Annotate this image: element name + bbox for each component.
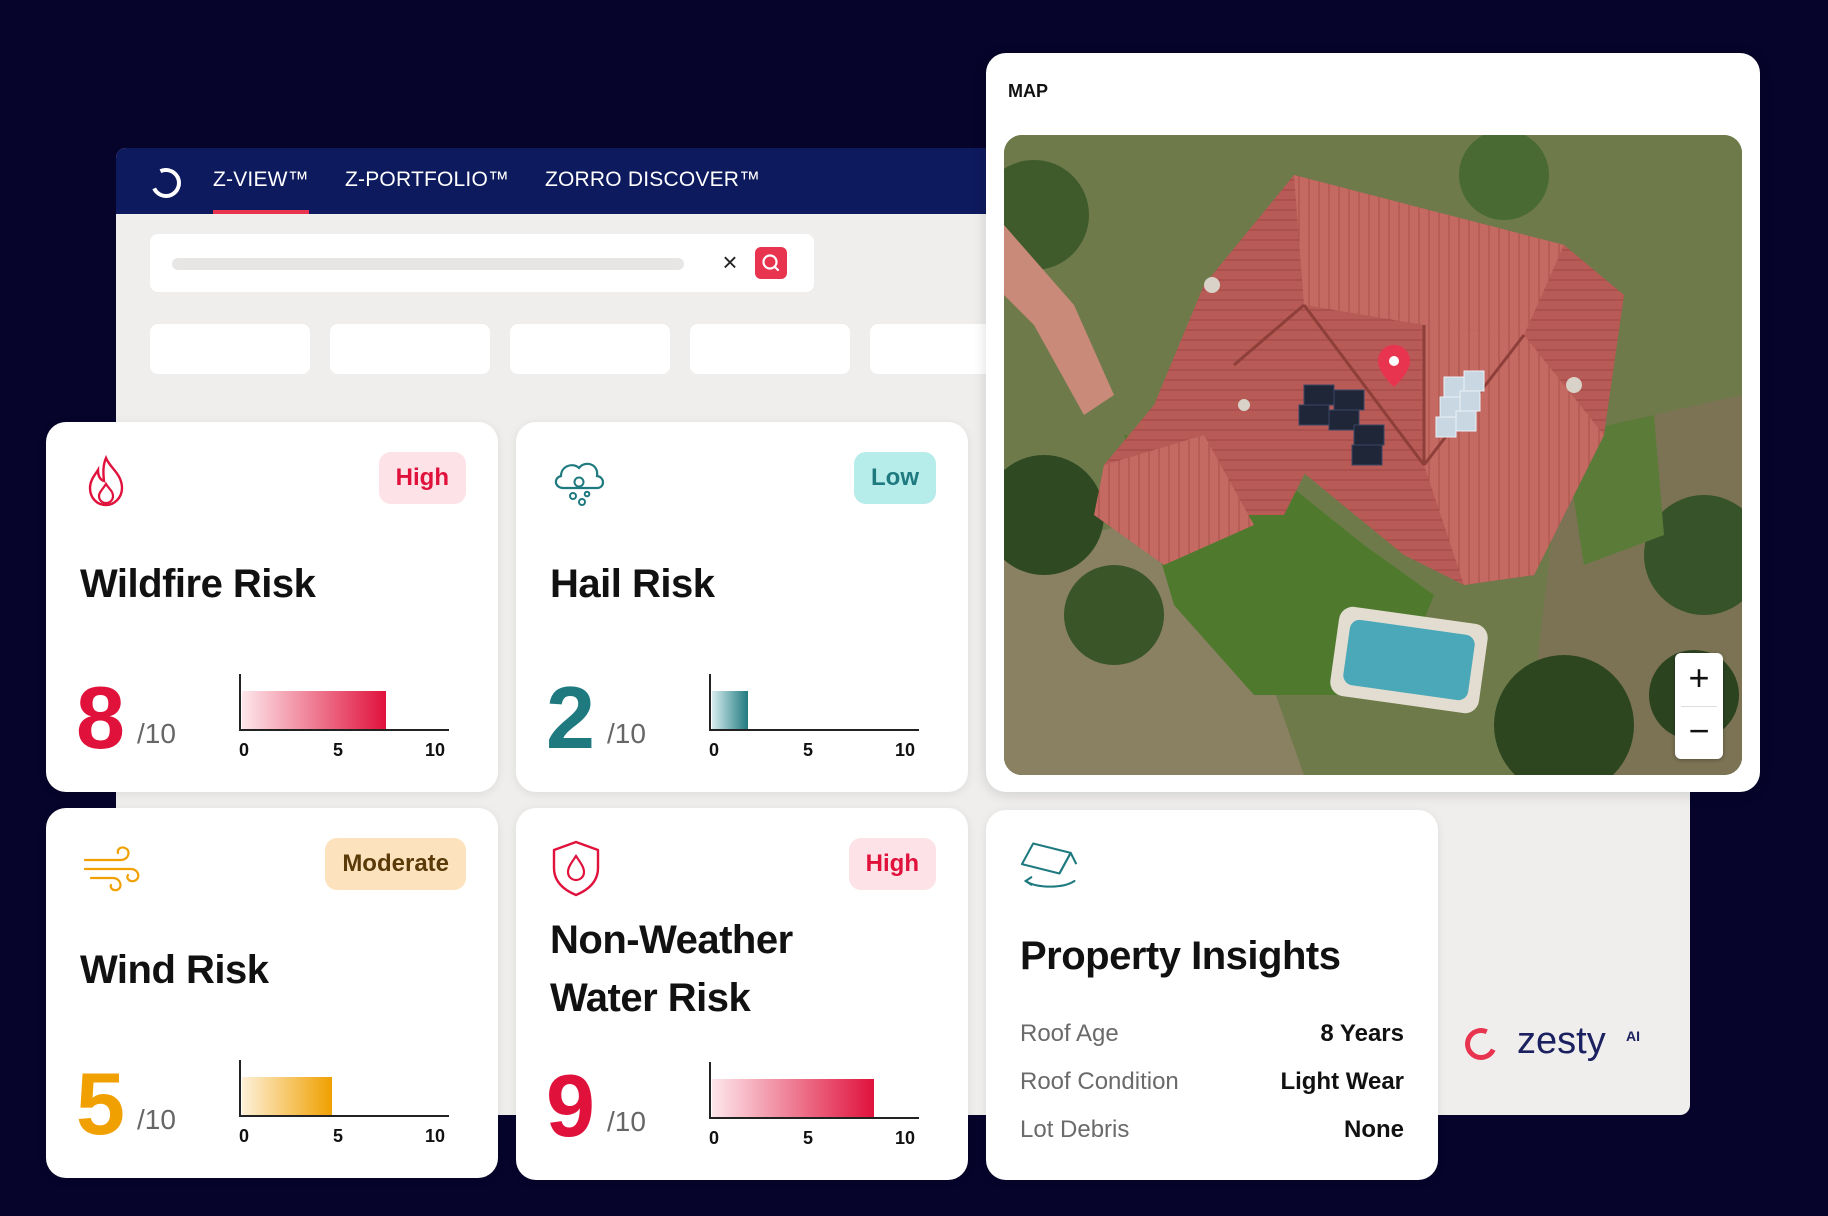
tick-label: 0 [709,740,720,760]
insight-value: Light Wear [1280,1068,1404,1095]
risk-level-badge: High [848,838,936,890]
tick-label: 10 [425,1126,446,1146]
insight-row-lot-debris: Lot Debris None [1020,1116,1404,1144]
zoom-controls: + − [1675,653,1723,759]
clear-icon[interactable]: × [722,247,738,277]
tick-label: 0 [709,1128,720,1148]
tick-label: 5 [803,1128,814,1148]
tick-label: 0 [239,740,250,760]
wildfire-risk-card[interactable]: High Wildfire Risk 8 /10 0 5 10 [46,422,498,792]
risk-bar-chart: 0 5 10 [239,674,449,770]
tick-label: 10 [425,740,446,760]
chart-x-axis [239,729,449,731]
hail-risk-card[interactable]: Low Hail Risk 2 /10 0 5 10 [516,422,968,792]
roof-rotate-icon [1020,842,1078,888]
chart-x-axis [709,729,919,731]
search-input[interactable] [172,258,684,270]
search-icon [762,254,780,272]
map-card: MAP [986,53,1760,792]
risk-bar [712,691,748,729]
tick-label: 10 [895,740,916,760]
chart-x-axis [709,1117,919,1119]
satellite-map[interactable]: + − [1004,135,1742,775]
tab-z-view[interactable]: Z-VIEW™ [213,168,309,214]
risk-score: 2 [546,668,595,767]
risk-bar [242,1077,332,1115]
tick-label: 0 [239,1126,250,1146]
risk-score: 9 [546,1056,595,1155]
risk-score-denominator: /10 [137,718,176,749]
tick-label: 5 [803,740,814,760]
flame-icon [88,454,124,507]
tick-label: 5 [333,740,344,760]
tab-zorro-discover[interactable]: ZORRO DISCOVER™ [545,168,761,191]
filter-pill[interactable] [150,324,310,374]
risk-bar [712,1079,874,1117]
search-button[interactable] [755,247,787,279]
zoom-in-button[interactable]: + [1688,657,1710,698]
risk-level-badge: Moderate [325,838,466,890]
card-title: Wind Risk [80,948,269,992]
risk-score-denominator: /10 [137,1104,176,1135]
insight-label: Roof Condition [1020,1068,1179,1095]
location-pin-icon [1378,345,1410,387]
tab-z-portfolio[interactable]: Z-PORTFOLIO™ [345,168,510,191]
search-bar[interactable]: × [150,234,814,292]
card-title: Wildfire Risk [80,562,316,606]
wind-risk-card[interactable]: Moderate Wind Risk 5 /10 0 5 10 [46,808,498,1178]
chart-y-axis [709,674,711,731]
filter-pill[interactable] [690,324,850,374]
zoom-divider [1681,706,1717,707]
risk-level-badge: High [378,452,466,504]
chart-y-axis [709,1062,711,1119]
insight-row-roof-age: Roof Age 8 Years [1020,1020,1404,1048]
insight-label: Lot Debris [1020,1116,1130,1143]
risk-level-badge: Low [854,452,936,504]
risk-score: 5 [76,1054,125,1153]
property-insights-card[interactable]: Property Insights Roof Age 8 Years Roof … [986,810,1438,1180]
zoom-out-button[interactable]: − [1688,710,1710,751]
insight-value: 8 Years [1320,1020,1404,1047]
card-title: Hail Risk [550,562,715,606]
wind-icon [83,846,140,892]
hail-cloud-icon [554,462,605,506]
risk-score: 8 [76,668,125,767]
chart-y-axis [239,674,241,731]
risk-bar [242,691,386,729]
water-shield-icon [552,840,600,897]
tick-label: 5 [333,1126,344,1146]
card-title-line1: Non-Weather [550,918,793,962]
card-title-line2: Water Risk [550,976,751,1020]
water-risk-card[interactable]: High Non-Weather Water Risk 9 /10 0 5 10 [516,808,968,1180]
insight-label: Roof Age [1020,1020,1119,1047]
risk-bar-chart: 0 5 10 [709,1062,919,1158]
insight-row-roof-condition: Roof Condition Light Wear [1020,1068,1404,1096]
risk-score-denominator: /10 [607,1106,646,1137]
risk-bar-chart: 0 5 10 [709,674,919,770]
app-logo-icon[interactable] [146,163,186,203]
risk-score-denominator: /10 [607,718,646,749]
tick-label: 10 [895,1128,916,1148]
brand-wordmark: zesty [1517,1020,1606,1062]
chart-x-axis [239,1115,449,1117]
aerial-house-image [1004,135,1742,775]
map-title: MAP [1008,81,1048,101]
risk-bar-chart: 0 5 10 [239,1060,449,1156]
chart-y-axis [239,1060,241,1117]
brand-superscript: AI [1626,1028,1640,1044]
filter-pill[interactable] [330,324,490,374]
insight-value: None [1344,1116,1404,1143]
card-title: Property Insights [1020,934,1341,978]
filter-pill[interactable] [510,324,670,374]
